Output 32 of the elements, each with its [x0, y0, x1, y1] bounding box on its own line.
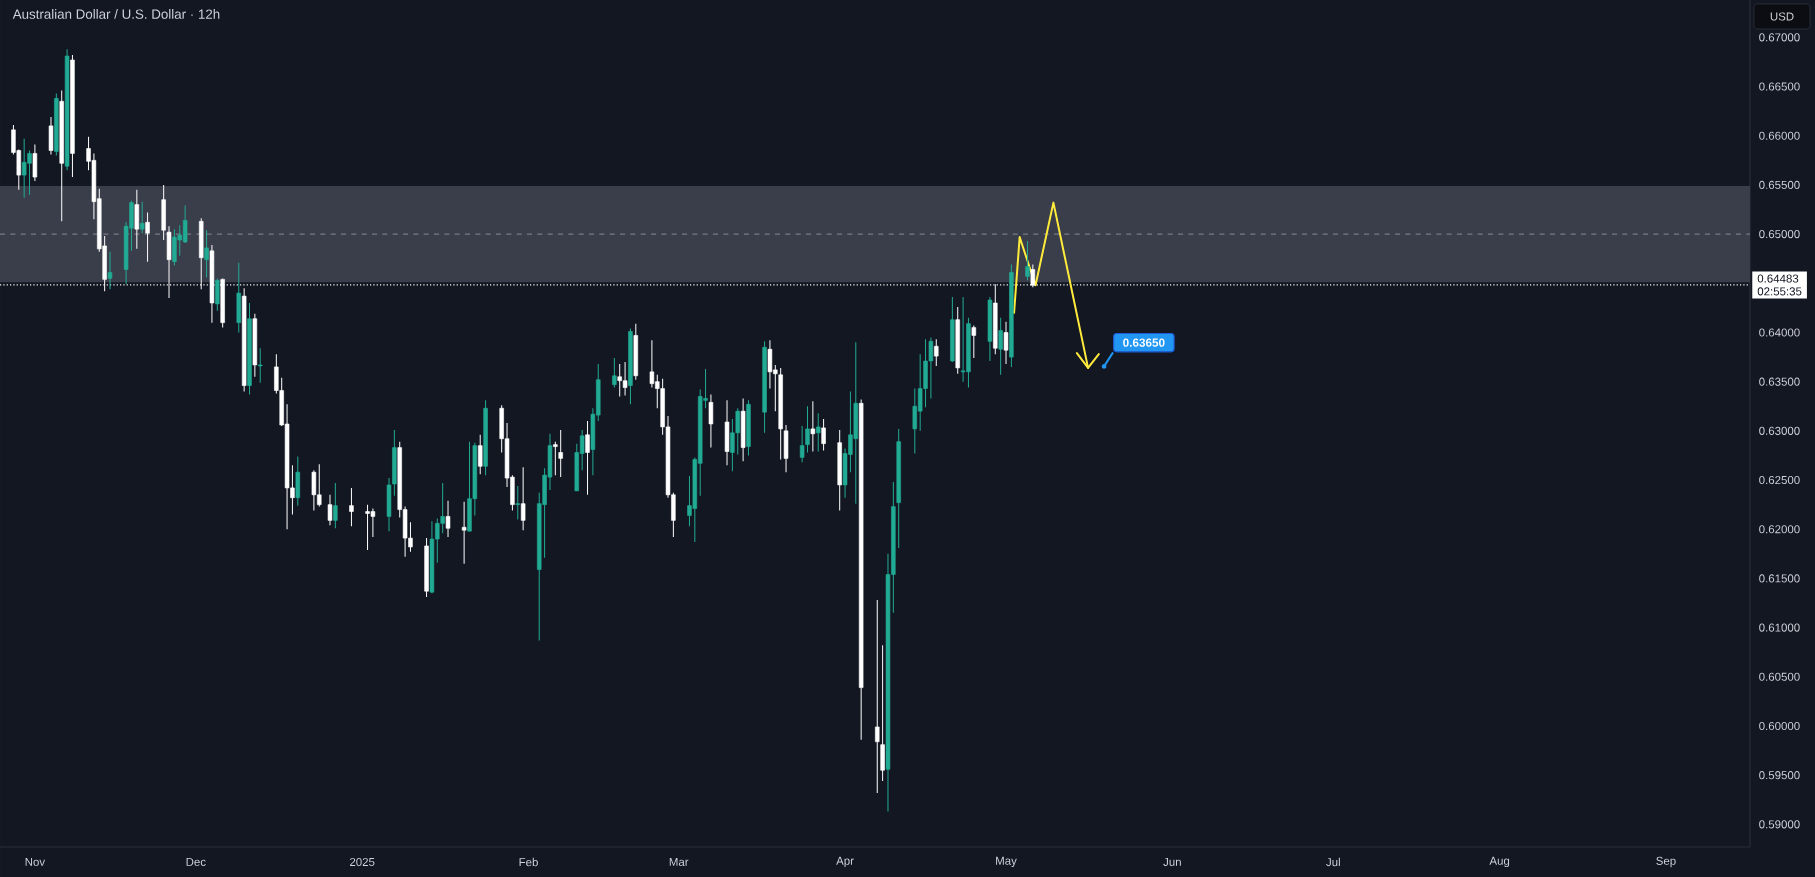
- text: 02:55:35: [1757, 287, 1802, 296]
- x-tick-label: Dec: [186, 857, 206, 866]
- x-tick-label: Feb: [519, 857, 538, 867]
- y-tick-label: 0.64000: [1759, 328, 1800, 337]
- y-axis-title: USD: [1770, 12, 1794, 21]
- annotation: 0.63650: [1123, 338, 1165, 347]
- y-tick-label: 0.61500: [1759, 574, 1800, 583]
- y-tick-label: 0.61000: [1759, 623, 1800, 632]
- x-tick-label: Sep: [1656, 856, 1676, 868]
- y-tick-label: 0.59500: [1759, 771, 1800, 780]
- y-tick-label: 0.62000: [1759, 525, 1800, 534]
- y-tick-label: 0.63500: [1759, 377, 1800, 386]
- ref-line-label: 0.64483: [1757, 274, 1799, 283]
- x-tick-label: Apr: [836, 856, 854, 868]
- y-tick-label: 0.67000: [1759, 33, 1800, 42]
- x-tick-label: Jul: [1326, 857, 1340, 867]
- x-tick-label: Aug: [1489, 856, 1510, 868]
- y-tick-label: 0.66000: [1759, 131, 1800, 140]
- y-tick-label: 0.63000: [1759, 426, 1800, 435]
- y-tick-label: 0.60000: [1759, 721, 1800, 731]
- x-tick-label: May: [996, 856, 1017, 868]
- y-tick-label: 0.65500: [1759, 180, 1800, 189]
- x-tick-label: 2025: [350, 857, 375, 867]
- x-tick-label: Mar: [669, 857, 689, 866]
- y-tick-label: 0.60500: [1759, 672, 1800, 681]
- x-tick-label: Jun: [1163, 857, 1181, 866]
- y-tick-label: 0.62500: [1759, 475, 1800, 485]
- x-tick-label: Nov: [25, 857, 46, 866]
- text: Australian Dollar / U.S. Dollar · 12h: [12, 9, 220, 19]
- y-tick-label: 0.65000: [1759, 230, 1800, 239]
- y-tick-label: 0.66500: [1759, 82, 1800, 91]
- y-tick-label: 0.59000: [1759, 820, 1800, 829]
